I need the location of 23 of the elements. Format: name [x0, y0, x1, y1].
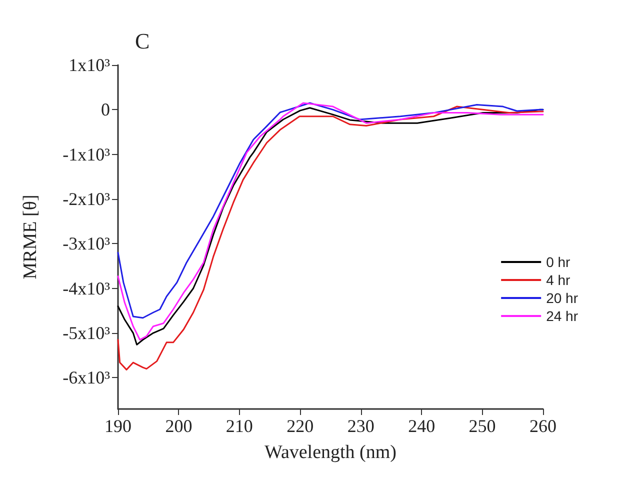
legend-label: 4 hr [546, 272, 571, 288]
x-tick-label: 250 [468, 416, 496, 436]
y-tick-label: 1x10³ [68, 55, 111, 75]
y-tick-label: -5x10³ [62, 323, 111, 344]
y-axis-title: MRME [θ] [20, 194, 41, 280]
text: C [135, 28, 150, 54]
x-tick-label: 230 [347, 416, 374, 436]
x-axis-title: Wavelength (nm) [264, 442, 396, 463]
x-tick-label: 210 [226, 416, 253, 436]
legend-label: 20 hr [546, 290, 578, 306]
x-tick-label: 190 [104, 416, 132, 436]
y-tick-label: -3x10³ [62, 234, 111, 254]
x-tick-label: 220 [286, 416, 314, 436]
y-tick-label: -1x10³ [62, 144, 111, 164]
legend-label: 0 hr [546, 254, 571, 270]
legend-label: 24 hr [546, 308, 578, 324]
x-tick-label: 240 [408, 416, 436, 436]
y-tick-label: 0 [101, 100, 110, 120]
x-tick-label: 260 [530, 416, 556, 436]
y-tick-label: -2x10³ [62, 189, 111, 210]
y-tick-label: -6x10³ [62, 368, 111, 388]
y-tick-label: -4x10³ [62, 278, 111, 298]
x-tick-label: 200 [165, 416, 192, 436]
